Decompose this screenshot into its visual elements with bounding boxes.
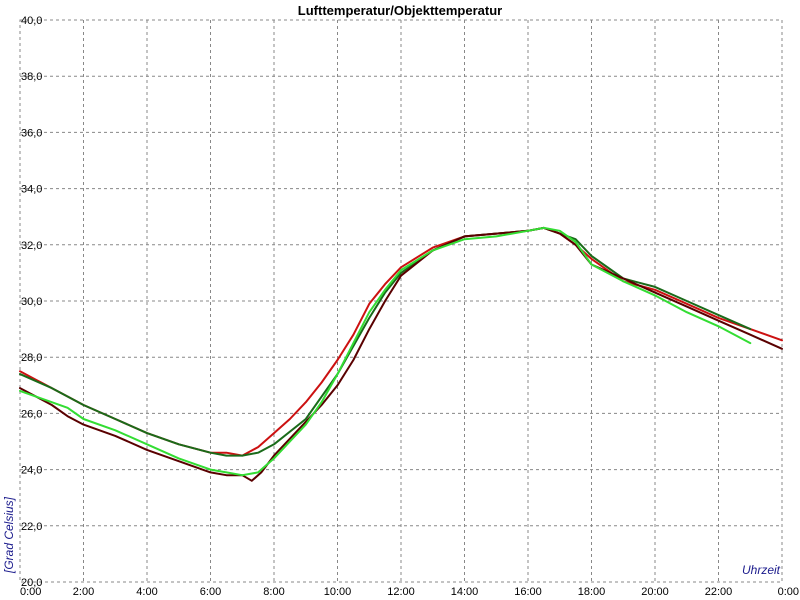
x-tick-label: 18:00	[578, 586, 606, 598]
series-line-4	[19, 226, 752, 477]
y-tick-label: 20,0	[21, 577, 42, 589]
x-axis-label: Uhrzeit	[742, 563, 781, 577]
x-tick-label: 4:00	[136, 586, 157, 598]
x-tick-label: 2:00	[73, 586, 94, 598]
y-tick-label: 38,0	[21, 71, 42, 83]
x-tick-label: 8:00	[263, 586, 284, 598]
y-tick-label: 32,0	[21, 240, 42, 252]
x-tick-label: 0:00	[778, 586, 799, 598]
series-line-2	[19, 226, 752, 457]
x-tick-label: 12:00	[387, 586, 415, 598]
series-layer	[19, 226, 783, 482]
y-axis-label: [Grad Celsius]	[2, 496, 16, 574]
y-tick-label: 40,0	[21, 15, 42, 27]
y-tick-label: 22,0	[21, 521, 42, 533]
x-tick-label: 22:00	[705, 586, 733, 598]
y-tick-label: 28,0	[21, 352, 42, 364]
x-tick-labels: 0:00 2:00 4:00 6:00 8:00 10:00 12:00 14:00 16:00…	[20, 586, 799, 598]
x-tick-label: 0:00	[20, 586, 41, 598]
y-tick-label: 36,0	[21, 127, 42, 139]
y-tick-label: 26,0	[21, 408, 42, 420]
x-tick-label: 20:00	[641, 586, 669, 598]
chart-title: Lufttemperatur/Objekttemperatur	[298, 3, 502, 18]
x-tick-label: 14:00	[451, 586, 479, 598]
x-tick-label: 10:00	[324, 586, 352, 598]
y-tick-label: 30,0	[21, 296, 42, 308]
x-tick-label: 6:00	[200, 586, 221, 598]
plot-frame	[19, 19, 783, 583]
y-tick-label: 24,0	[21, 465, 42, 477]
grid-lines	[20, 20, 782, 582]
x-tick-label: 16:00	[514, 586, 542, 598]
y-tick-labels: 20,0 22,0 24,0 26,0 28,0 30,0 32,0 34,0 36,0 38,0…	[21, 15, 42, 589]
y-tick-label: 34,0	[21, 184, 42, 196]
